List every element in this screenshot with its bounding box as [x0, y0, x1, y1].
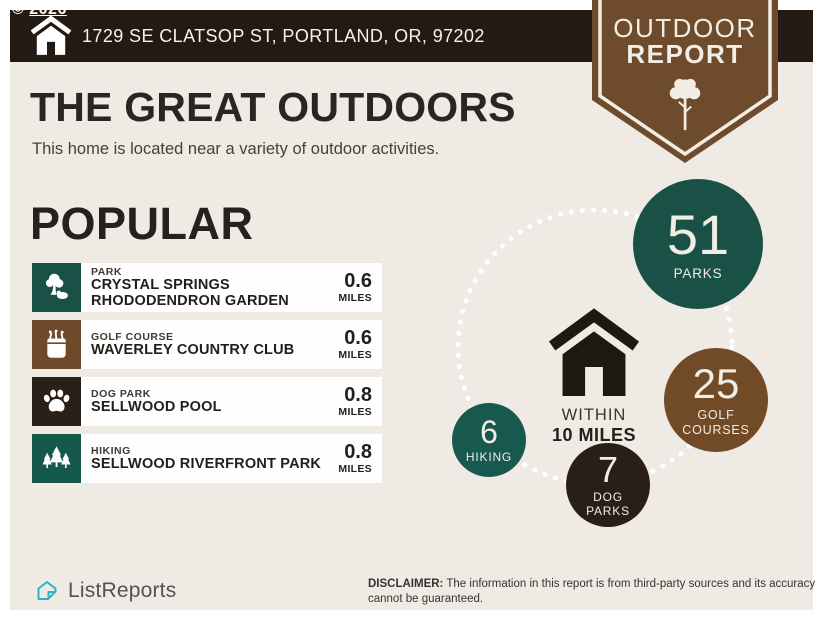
listreports-house-icon: [37, 581, 57, 600]
radius-label-within: WITHIN: [561, 405, 627, 424]
stat-label: GOLF COURSES: [682, 408, 750, 437]
item-distance-unit: MILES: [338, 292, 372, 304]
item-distance: 0.6: [344, 270, 372, 292]
stat-value: 51: [666, 202, 730, 266]
item-name: WAVERLEY COUNTRY CLUB: [91, 341, 295, 358]
list-item-dog-park: DOG PARK SELLWOOD POOL 0.8 MILES: [32, 377, 382, 426]
item-category: PARK: [91, 265, 122, 278]
pine-trees-icon: [32, 434, 81, 483]
page-title: THE GREAT OUTDOORS: [30, 84, 516, 130]
radius-center-label: WITHIN 10 MILES: [543, 305, 645, 446]
golf-bag-icon: [32, 320, 81, 369]
item-name: SELLWOOD RIVERFRONT PARK: [91, 455, 322, 472]
badge-title-line1: OUTDOOR: [613, 13, 757, 43]
tree-icon: [669, 79, 701, 131]
item-name: CRYSTAL SPRINGS RHODODENDRON GARDEN: [91, 276, 289, 309]
list-item-golf-course: GOLF COURSE WAVERLEY COUNTRY CLUB 0.6 MI…: [32, 320, 382, 369]
item-category: DOG PARK: [91, 387, 151, 400]
listreports-logo: ListReports: [34, 578, 176, 604]
item-distance: 0.8: [344, 441, 372, 463]
item-distance-unit: MILES: [338, 349, 372, 361]
stat-label: DOG PARKS: [586, 489, 630, 518]
copyright-year: 2026: [29, 1, 67, 18]
badge-title-line2: REPORT: [626, 39, 744, 69]
popular-section-heading: POPULAR: [30, 198, 254, 249]
list-item-park: PARK CRYSTAL SPRINGS RHODODENDRON GARDEN…: [32, 263, 382, 312]
park-tree-icon: [32, 263, 81, 312]
home-icon: [28, 13, 74, 57]
item-name: SELLWOOD POOL: [91, 398, 222, 415]
paw-icon: [32, 377, 81, 426]
disclaimer-body: The information in this report is from t…: [368, 578, 816, 605]
stat-value: 25: [692, 360, 740, 408]
item-category: GOLF COURSE: [91, 330, 174, 343]
popular-list: PARK CRYSTAL SPRINGS RHODODENDRON GARDEN…: [32, 263, 382, 483]
item-distance: 0.8: [344, 384, 372, 406]
disclaimer-text: DISCLAIMER: The information in this repo…: [368, 577, 816, 607]
stat-label: HIKING: [465, 449, 513, 464]
stat-bubble-parks: 51 PARKS: [633, 179, 763, 309]
stat-label: PARKS: [673, 265, 723, 281]
stat-bubble-hiking: 6 HIKING: [452, 403, 526, 477]
item-distance: 0.6: [344, 327, 372, 349]
page-subtitle: This home is located near a variety of o…: [32, 140, 440, 158]
copyright-watermark: © 2026: [12, 1, 67, 19]
property-address: 1729 SE CLATSOP ST, PORTLAND, OR, 97202: [82, 25, 485, 46]
outdoor-report-badge: OUTDOOR REPORT: [592, 0, 778, 166]
stat-value: 6: [480, 413, 498, 450]
list-item-hiking: HIKING SELLWOOD RIVERFRONT PARK 0.8 MILE…: [32, 434, 382, 483]
item-distance-unit: MILES: [338, 406, 372, 418]
disclaimer-label: DISCLAIMER:: [368, 578, 444, 590]
item-category: HIKING: [91, 444, 131, 457]
copyright-symbol: ©: [12, 1, 25, 18]
stat-bubble-golf-courses: 25 GOLF COURSES: [664, 348, 768, 452]
home-icon: [543, 308, 645, 403]
radius-label-distance: 10 MILES: [551, 424, 637, 445]
stat-value: 7: [597, 448, 619, 490]
stat-bubble-dog-parks: 7 DOG PARKS: [566, 443, 650, 527]
brand-name: ListReports: [68, 579, 177, 602]
item-distance-unit: MILES: [338, 463, 372, 475]
